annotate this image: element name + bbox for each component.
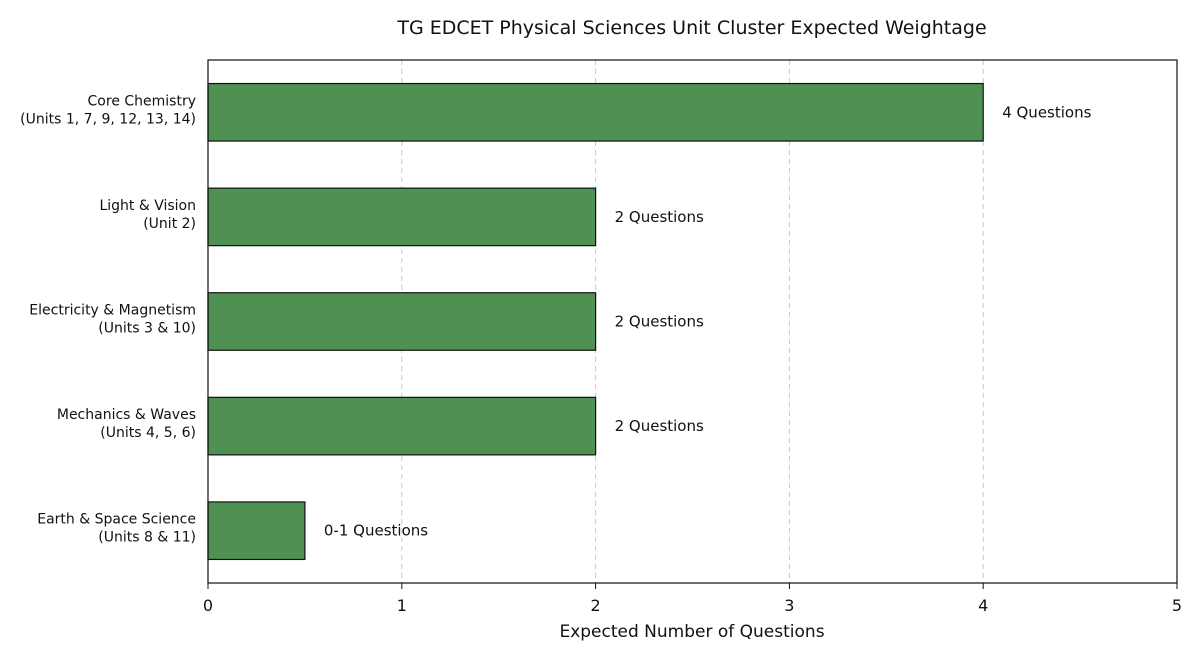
category-name: Earth & Space Science — [37, 512, 196, 528]
category-name: Electricity & Magnetism — [29, 303, 196, 319]
bar-data-labels: 4 Questions 2 Questions 2 Questions 2 Quest… — [324, 103, 1092, 539]
category-units: (Units 4, 5, 6) — [100, 425, 196, 441]
category-name: Light & Vision — [99, 198, 196, 214]
category-units: (Units 8 & 11) — [98, 530, 196, 546]
category-label: Earth & Space Science (Units 8 & 11) — [37, 512, 196, 546]
x-tick-label: 2 — [591, 596, 601, 615]
bar-data-label: 4 Questions — [1002, 103, 1091, 121]
x-tick-label: 5 — [1172, 596, 1182, 615]
category-name: Mechanics & Waves — [57, 407, 196, 423]
category-label: Core Chemistry (Units 1, 7, 9, 12, 13, 14… — [20, 93, 196, 127]
y-axis-category-labels: Core Chemistry (Units 1, 7, 9, 12, 13, 14… — [20, 93, 196, 545]
bar — [207, 396, 597, 456]
category-label: Electricity & Magnetism (Units 3 & 10) — [29, 303, 196, 337]
x-tick-label: 0 — [203, 596, 213, 615]
bar-data-label: 2 Questions — [615, 417, 704, 435]
category-units: (Units 1, 7, 9, 12, 13, 14) — [20, 111, 196, 127]
category-units: (Unit 2) — [143, 216, 196, 232]
bar-data-label: 0-1 Questions — [324, 522, 428, 540]
category-label: Mechanics & Waves (Units 4, 5, 6) — [57, 407, 196, 441]
x-tick-label: 4 — [978, 596, 988, 615]
bar — [207, 82, 984, 142]
bars — [207, 82, 984, 561]
category-name: Core Chemistry — [88, 93, 196, 109]
chart-title: TG EDCET Physical Sciences Unit Cluster … — [396, 17, 986, 39]
x-tick-label: 1 — [397, 596, 407, 615]
bar — [207, 187, 597, 247]
x-axis-label: Expected Number of Questions — [559, 622, 824, 642]
x-tick-label: 3 — [784, 596, 794, 615]
bar-data-label: 2 Questions — [615, 208, 704, 226]
bar — [207, 501, 306, 561]
x-axis-ticks: 0 1 2 3 4 5 — [203, 583, 1182, 615]
category-label: Light & Vision (Unit 2) — [99, 198, 196, 232]
bar — [207, 292, 597, 351]
plot-frame — [207, 59, 1178, 584]
bar-data-label: 2 Questions — [615, 313, 704, 331]
category-units: (Units 3 & 10) — [98, 321, 196, 337]
